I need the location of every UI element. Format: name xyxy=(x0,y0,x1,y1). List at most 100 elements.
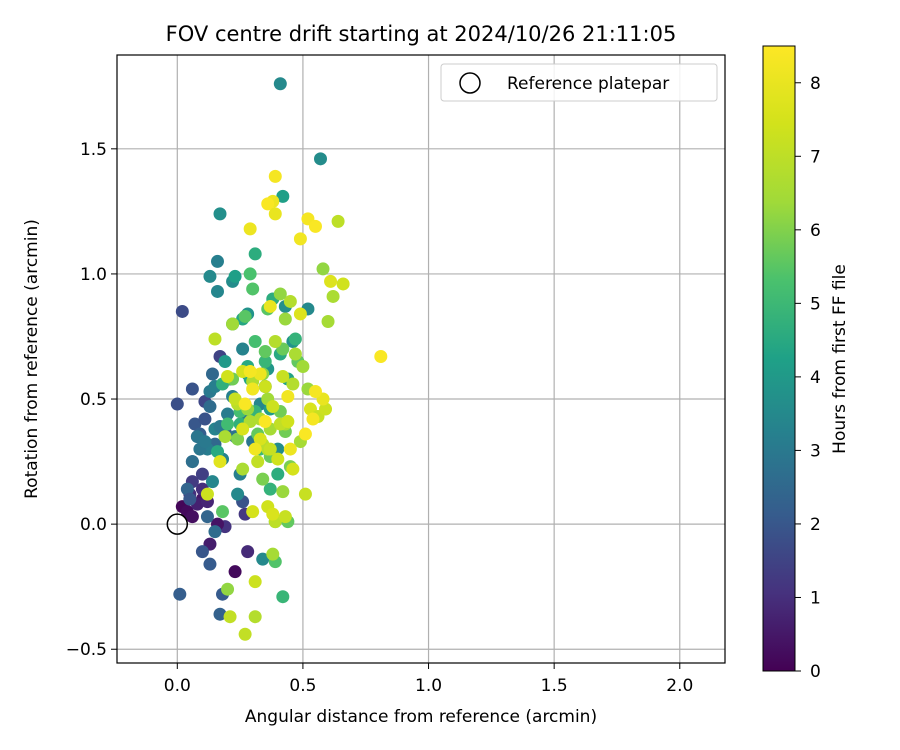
data-point xyxy=(261,197,275,211)
data-point xyxy=(195,545,209,559)
data-point xyxy=(281,390,295,404)
data-point xyxy=(268,169,282,183)
data-point xyxy=(258,415,272,429)
data-point xyxy=(248,247,262,261)
grid-lines xyxy=(117,55,725,663)
data-point xyxy=(238,627,252,641)
data-point xyxy=(276,370,290,384)
data-point xyxy=(268,334,282,348)
data-point xyxy=(213,207,227,221)
legend-marker-open-circle xyxy=(459,72,481,94)
data-point xyxy=(253,432,267,446)
colorbar-tick-label: 1 xyxy=(810,588,821,608)
y-axis-ticks: −0.5 0.0 0.5 1.0 1.5 xyxy=(66,140,117,660)
y-tick-label: 1.0 xyxy=(80,265,107,285)
data-point xyxy=(243,222,257,236)
data-point xyxy=(308,219,322,233)
legend-entry-reference-platepar: Reference platepar xyxy=(507,74,669,94)
data-point xyxy=(268,207,282,221)
colorbar-ticks: 0 1 2 3 4 5 6 7 8 xyxy=(795,74,821,682)
data-points xyxy=(170,77,388,641)
colorbar-tick-label: 4 xyxy=(810,368,821,388)
data-point xyxy=(278,312,292,326)
data-point xyxy=(243,267,257,281)
data-point xyxy=(288,347,302,361)
data-point xyxy=(183,492,197,506)
data-point xyxy=(258,380,272,394)
data-point xyxy=(266,507,280,521)
data-point xyxy=(243,365,257,379)
data-point xyxy=(273,77,287,91)
data-point xyxy=(185,455,199,469)
data-point xyxy=(288,332,302,346)
x-tick-label: 1.5 xyxy=(541,676,568,696)
data-point xyxy=(236,342,250,356)
data-point xyxy=(263,299,277,313)
data-point xyxy=(331,214,345,228)
colorbar: 0 1 2 3 4 5 6 7 8 Hours from first FF file xyxy=(762,45,850,682)
data-point xyxy=(228,565,242,579)
data-point xyxy=(198,435,212,449)
data-point xyxy=(198,412,212,426)
data-point xyxy=(185,510,199,524)
data-point xyxy=(228,269,242,283)
y-tick-label: −0.5 xyxy=(66,640,107,660)
data-point xyxy=(210,254,224,268)
colorbar-tick-label: 6 xyxy=(810,221,821,241)
legend-box xyxy=(440,63,718,102)
data-point xyxy=(195,467,209,481)
data-point xyxy=(185,382,199,396)
data-point xyxy=(213,455,227,469)
data-point xyxy=(218,430,232,444)
data-point xyxy=(203,269,217,283)
data-point xyxy=(221,370,235,384)
data-point xyxy=(210,445,224,459)
data-point xyxy=(298,487,312,501)
data-point xyxy=(271,452,285,466)
data-point xyxy=(175,304,189,318)
data-point xyxy=(208,332,222,346)
x-axis-ticks: 0.0 0.5 1.0 1.5 2.0 xyxy=(164,663,693,696)
data-point xyxy=(221,582,235,596)
data-point xyxy=(286,462,300,476)
colorbar-tick-label: 2 xyxy=(810,515,821,535)
data-point xyxy=(246,505,260,519)
data-point xyxy=(188,417,202,431)
x-tick-label: 0.5 xyxy=(289,676,316,696)
data-point xyxy=(200,510,214,524)
colorbar-tick-label: 5 xyxy=(810,294,821,314)
data-point xyxy=(298,427,312,441)
colorbar-tick-label: 8 xyxy=(810,74,821,94)
plot-frame xyxy=(116,54,726,664)
data-point xyxy=(173,587,187,601)
data-point xyxy=(216,505,230,519)
data-point xyxy=(281,415,295,429)
data-point xyxy=(203,400,217,414)
x-tick-label: 2.0 xyxy=(666,676,693,696)
y-tick-label: 0.0 xyxy=(80,515,107,535)
data-point xyxy=(248,334,262,348)
data-point xyxy=(205,367,219,381)
data-point xyxy=(296,360,310,374)
legend: Reference platepar xyxy=(440,63,718,102)
data-point xyxy=(251,455,265,469)
data-point xyxy=(208,525,222,539)
data-point xyxy=(236,462,250,476)
reference-platepar-marker xyxy=(166,513,189,535)
data-point xyxy=(203,557,217,571)
data-point xyxy=(248,575,262,589)
data-point xyxy=(246,382,260,396)
data-point xyxy=(236,422,250,436)
data-point xyxy=(258,355,272,369)
data-point xyxy=(221,417,235,431)
y-tick-label: 1.5 xyxy=(80,140,107,160)
data-point xyxy=(276,189,290,203)
data-point xyxy=(200,487,214,501)
data-point xyxy=(258,344,272,358)
x-tick-label: 0.0 xyxy=(164,676,191,696)
data-point xyxy=(326,289,340,303)
data-point xyxy=(226,317,240,331)
data-point xyxy=(306,412,320,426)
colorbar-tick-label: 3 xyxy=(810,441,821,461)
